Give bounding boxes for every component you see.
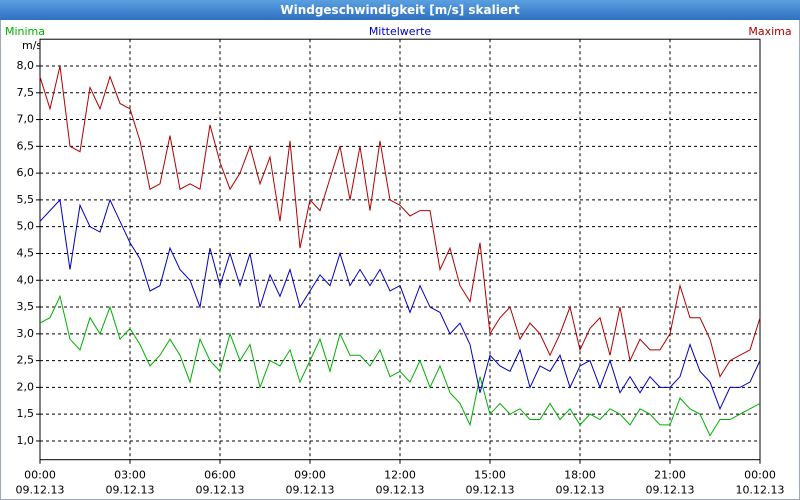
- x-tick-date: 09.12.13: [106, 484, 155, 497]
- x-tick-date: 09.12.13: [466, 484, 515, 497]
- x-tick-date: 09.12.13: [376, 484, 425, 497]
- y-tick-label: 2,5: [17, 354, 35, 367]
- x-tick-date: 09.12.13: [196, 484, 245, 497]
- y-tick-label: 6,5: [17, 139, 35, 152]
- x-tick-label: 12:00: [384, 469, 416, 482]
- data-line: [39, 198, 761, 411]
- x-tick-label: 15:00: [474, 469, 506, 482]
- legend-entry: Mittelwerte: [369, 25, 432, 38]
- y-tick-label: 3,5: [17, 300, 35, 313]
- y-tick-label: 5,0: [17, 220, 35, 233]
- y-tick-label: 8,0: [17, 59, 35, 72]
- x-tick-date: 09.12.13: [646, 484, 695, 497]
- y-tick-label: 7,5: [17, 86, 35, 99]
- x-tick-date: 09.12.13: [16, 484, 65, 497]
- y-tick-label: 6,0: [17, 166, 35, 179]
- y-tick-label: 2,0: [17, 380, 35, 393]
- y-tick-label: 4,5: [17, 246, 35, 259]
- y-tick-label: 4,0: [17, 273, 35, 286]
- x-tick-label: 18:00: [564, 469, 596, 482]
- y-tick-label: 1,5: [17, 407, 35, 420]
- x-tick-label: 00:00: [744, 469, 776, 482]
- x-tick-date: 09.12.13: [286, 484, 335, 497]
- y-tick-label: 7,0: [17, 113, 35, 126]
- title-bar: Windgeschwindigkeit [m/s] skaliert: [0, 0, 800, 20]
- x-tick-label: 09:00: [294, 469, 326, 482]
- x-tick-label: 06:00: [204, 469, 236, 482]
- x-tick-label: 03:00: [114, 469, 146, 482]
- legend-entry: Minima: [5, 25, 45, 38]
- x-tick-label: 00:00: [24, 469, 56, 482]
- data-line: [39, 294, 761, 437]
- y-tick-label: 3,0: [17, 327, 35, 340]
- x-tick-date: 10.12.13: [736, 484, 785, 497]
- y-tick-label: 5,5: [17, 193, 35, 206]
- y-tick-label: 1,0: [17, 434, 35, 447]
- legend-entry: Maxima: [748, 25, 791, 38]
- data-line: [39, 65, 761, 378]
- x-tick-date: 09.12.13: [556, 484, 605, 497]
- y-axis-label: m/s: [22, 39, 42, 52]
- x-tick-label: 21:00: [654, 469, 686, 482]
